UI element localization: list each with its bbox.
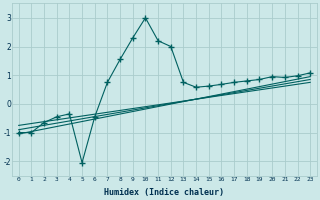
X-axis label: Humidex (Indice chaleur): Humidex (Indice chaleur) bbox=[104, 188, 224, 197]
